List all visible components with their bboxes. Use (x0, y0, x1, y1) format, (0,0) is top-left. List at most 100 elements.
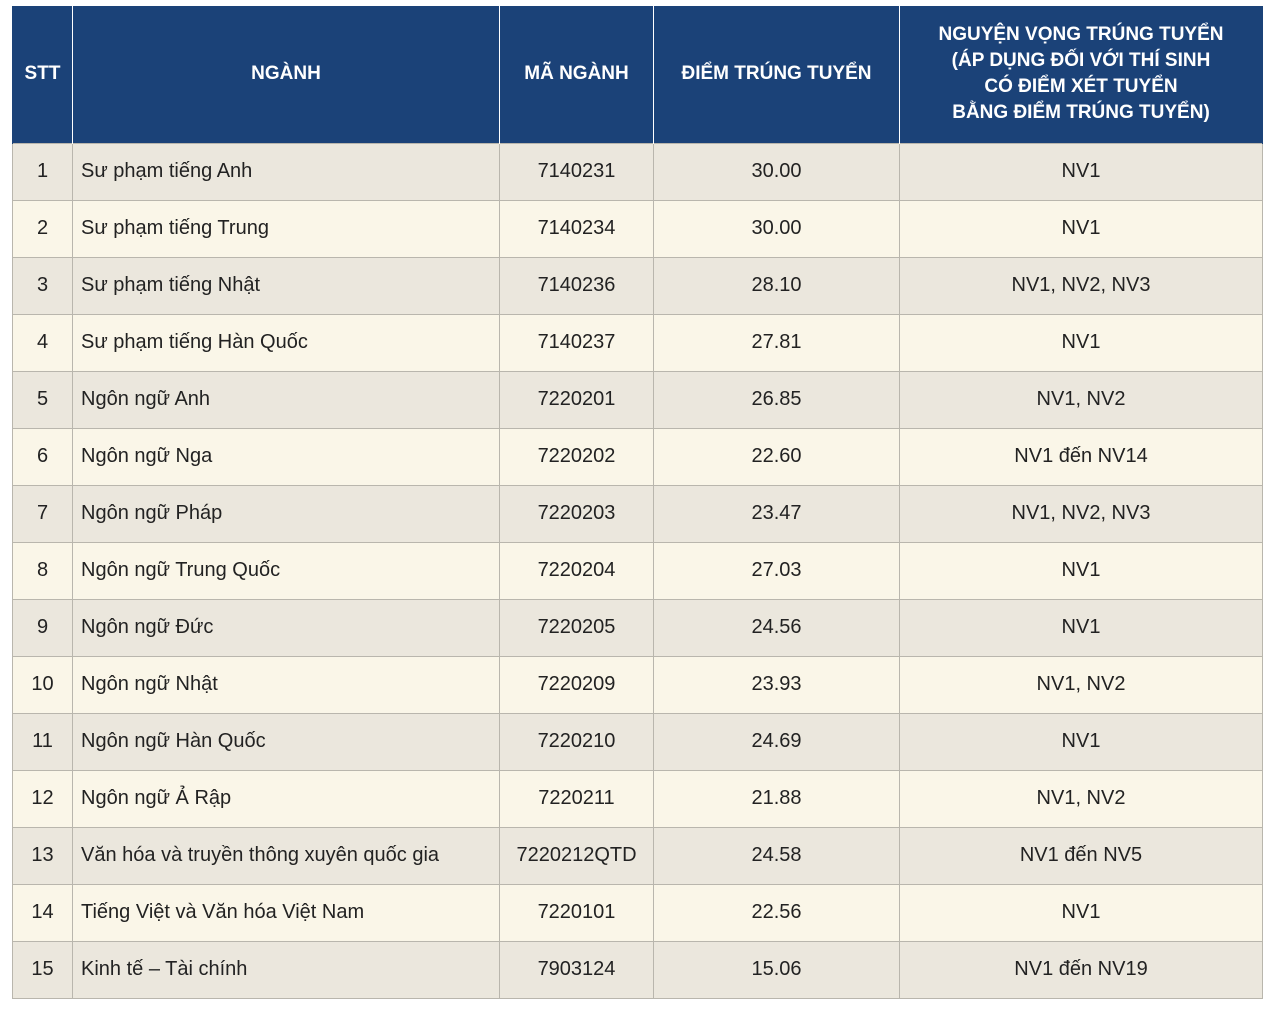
cell-stt: 15 (12, 940, 73, 999)
cell-nganh: Sư phạm tiếng Anh (72, 142, 500, 201)
cell-nguyen-vong: NV1 (899, 712, 1263, 771)
cell-diem: 24.56 (653, 598, 900, 657)
table-row: 14 Tiếng Việt và Văn hóa Việt Nam 7220101 2… (12, 883, 1263, 942)
cell-nguyen-vong: NV1 (899, 313, 1263, 372)
cell-stt: 11 (12, 712, 73, 771)
cell-ma-nganh: 7140237 (499, 313, 654, 372)
cell-stt: 4 (12, 313, 73, 372)
cell-nguyen-vong: NV1 đến NV5 (899, 826, 1263, 885)
table-body: 1 Sư phạm tiếng Anh 7140231 30.00 NV1 2 Sư phạ… (12, 142, 1263, 999)
header-nguyen-vong-line: BẰNG ĐIỂM TRÚNG TUYỂN) (952, 102, 1210, 124)
table-row: 4 Sư phạm tiếng Hàn Quốc 7140237 27.81 NV1 (12, 313, 1263, 372)
table-row: 15 Kinh tế – Tài chính 7903124 15.06 NV1 đến… (12, 940, 1263, 999)
cell-diem: 23.47 (653, 484, 900, 543)
table-row: 5 Ngôn ngữ Anh 7220201 26.85 NV1, NV2 (12, 370, 1263, 429)
cell-ma-nganh: 7903124 (499, 940, 654, 999)
cell-diem: 27.03 (653, 541, 900, 600)
cell-diem: 21.88 (653, 769, 900, 828)
cell-ma-nganh: 7140231 (499, 142, 654, 201)
cell-nguyen-vong: NV1 (899, 883, 1263, 942)
cell-ma-nganh: 7220101 (499, 883, 654, 942)
cell-stt: 3 (12, 256, 73, 315)
cell-nganh: Ngôn ngữ Pháp (72, 484, 500, 543)
cell-ma-nganh: 7220201 (499, 370, 654, 429)
cell-nguyen-vong: NV1, NV2, NV3 (899, 484, 1263, 543)
cell-nguyen-vong: NV1 đến NV19 (899, 940, 1263, 999)
cell-stt: 7 (12, 484, 73, 543)
cell-nganh: Sư phạm tiếng Trung (72, 199, 500, 258)
cell-nganh: Ngôn ngữ Trung Quốc (72, 541, 500, 600)
header-nganh: NGÀNH (72, 6, 500, 143)
cell-nganh: Sư phạm tiếng Hàn Quốc (72, 313, 500, 372)
cell-nganh: Ngôn ngữ Đức (72, 598, 500, 657)
cell-nguyen-vong: NV1 (899, 199, 1263, 258)
cell-ma-nganh: 7140234 (499, 199, 654, 258)
cell-stt: 9 (12, 598, 73, 657)
cell-nguyen-vong: NV1 đến NV14 (899, 427, 1263, 486)
cell-diem: 30.00 (653, 199, 900, 258)
admission-scores-table: STT NGÀNH MÃ NGÀNH ĐIỂM TRÚNG TUYỂN NGUY… (12, 6, 1263, 999)
cell-stt: 8 (12, 541, 73, 600)
cell-diem: 24.69 (653, 712, 900, 771)
table-row: 6 Ngôn ngữ Nga 7220202 22.60 NV1 đến NV14 (12, 427, 1263, 486)
cell-stt: 2 (12, 199, 73, 258)
cell-ma-nganh: 7220212QTD (499, 826, 654, 885)
cell-diem: 27.81 (653, 313, 900, 372)
table-row: 9 Ngôn ngữ Đức 7220205 24.56 NV1 (12, 598, 1263, 657)
cell-stt: 12 (12, 769, 73, 828)
table-row: 3 Sư phạm tiếng Nhật 7140236 28.10 NV1, NV2,… (12, 256, 1263, 315)
cell-diem: 23.93 (653, 655, 900, 714)
table-row: 1 Sư phạm tiếng Anh 7140231 30.00 NV1 (12, 142, 1263, 201)
cell-diem: 26.85 (653, 370, 900, 429)
header-nguyen-vong-line: (ÁP DỤNG ĐỐI VỚI THÍ SINH (951, 50, 1211, 72)
cell-nguyen-vong: NV1, NV2 (899, 769, 1263, 828)
cell-diem: 22.56 (653, 883, 900, 942)
table-row: 12 Ngôn ngữ Ả Rập 7220211 21.88 NV1, NV2 (12, 769, 1263, 828)
cell-stt: 6 (12, 427, 73, 486)
cell-stt: 13 (12, 826, 73, 885)
cell-nganh: Tiếng Việt và Văn hóa Việt Nam (72, 883, 500, 942)
cell-diem: 15.06 (653, 940, 900, 999)
cell-nguyen-vong: NV1, NV2 (899, 370, 1263, 429)
header-row: STT NGÀNH MÃ NGÀNH ĐIỂM TRÚNG TUYỂN NGUY… (12, 6, 1263, 143)
cell-stt: 1 (12, 142, 73, 201)
header-diem-trung-tuyen: ĐIỂM TRÚNG TUYỂN (653, 6, 900, 143)
cell-diem: 24.58 (653, 826, 900, 885)
cell-diem: 28.10 (653, 256, 900, 315)
header-stt: STT (12, 6, 73, 143)
cell-stt: 10 (12, 655, 73, 714)
cell-nguyen-vong: NV1, NV2 (899, 655, 1263, 714)
cell-ma-nganh: 7220210 (499, 712, 654, 771)
cell-nguyen-vong: NV1, NV2, NV3 (899, 256, 1263, 315)
cell-nganh: Sư phạm tiếng Nhật (72, 256, 500, 315)
cell-ma-nganh: 7220203 (499, 484, 654, 543)
cell-nganh: Ngôn ngữ Hàn Quốc (72, 712, 500, 771)
cell-nguyen-vong: NV1 (899, 541, 1263, 600)
header-ma-nganh: MÃ NGÀNH (499, 6, 654, 143)
cell-nguyen-vong: NV1 (899, 598, 1263, 657)
admission-scores-table-container: STT NGÀNH MÃ NGÀNH ĐIỂM TRÚNG TUYỂN NGUY… (12, 6, 1263, 999)
cell-nganh: Kinh tế – Tài chính (72, 940, 500, 999)
cell-stt: 5 (12, 370, 73, 429)
cell-nganh: Ngôn ngữ Nhật (72, 655, 500, 714)
cell-ma-nganh: 7220202 (499, 427, 654, 486)
cell-nganh: Ngôn ngữ Ả Rập (72, 769, 500, 828)
cell-stt: 14 (12, 883, 73, 942)
cell-ma-nganh: 7220205 (499, 598, 654, 657)
cell-ma-nganh: 7140236 (499, 256, 654, 315)
cell-nguyen-vong: NV1 (899, 142, 1263, 201)
cell-diem: 30.00 (653, 142, 900, 201)
header-nguyen-vong-line: CÓ ĐIỂM XÉT TUYỂN (984, 76, 1178, 98)
cell-ma-nganh: 7220204 (499, 541, 654, 600)
cell-diem: 22.60 (653, 427, 900, 486)
table-row: 2 Sư phạm tiếng Trung 7140234 30.00 NV1 (12, 199, 1263, 258)
cell-ma-nganh: 7220209 (499, 655, 654, 714)
table-row: 10 Ngôn ngữ Nhật 7220209 23.93 NV1, NV2 (12, 655, 1263, 714)
table-header: STT NGÀNH MÃ NGÀNH ĐIỂM TRÚNG TUYỂN NGUY… (12, 6, 1263, 143)
header-nguyen-vong-line: NGUYỆN VỌNG TRÚNG TUYỂN (938, 24, 1224, 46)
cell-ma-nganh: 7220211 (499, 769, 654, 828)
table-row: 13 Văn hóa và truyền thông xuyên quốc gia… (12, 826, 1263, 885)
cell-nganh: Văn hóa và truyền thông xuyên quốc gia (72, 826, 500, 885)
table-row: 7 Ngôn ngữ Pháp 7220203 23.47 NV1, NV2, NV3 (12, 484, 1263, 543)
cell-nganh: Ngôn ngữ Anh (72, 370, 500, 429)
